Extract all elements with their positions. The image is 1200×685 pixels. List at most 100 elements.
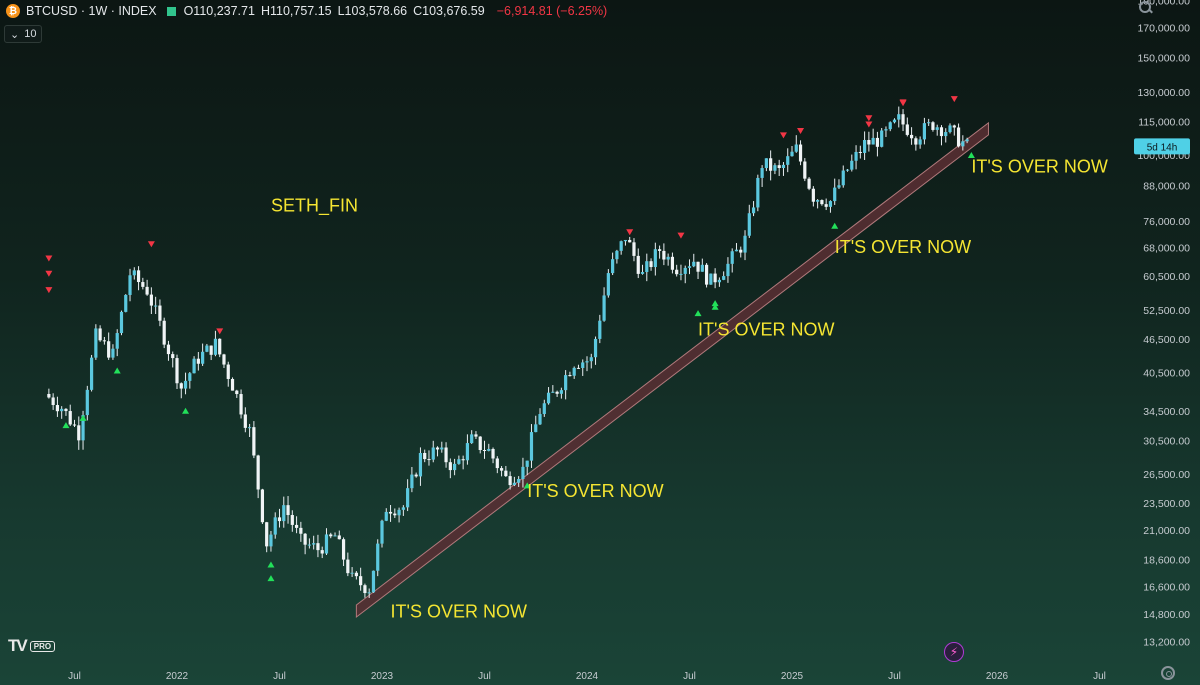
candle-body [213, 338, 218, 355]
candle-body [944, 132, 948, 137]
countdown-tag-label: 5d 14h [1147, 142, 1178, 153]
candle-body [448, 462, 452, 471]
low-value: L103,578.66 [337, 4, 408, 18]
candle-body [499, 468, 504, 471]
candle-body [470, 434, 474, 444]
candle-body [440, 447, 444, 450]
candle-body [371, 570, 376, 593]
candle-body [687, 266, 692, 268]
candle-body [555, 391, 559, 394]
candle-body [205, 345, 209, 352]
search-icon[interactable] [1137, 0, 1153, 16]
candle-body [132, 270, 136, 276]
candle-body [209, 345, 213, 355]
candle-body [640, 272, 645, 274]
candle-body [508, 476, 512, 486]
indicator-count: 10 [24, 28, 37, 40]
candle-body [346, 559, 350, 574]
down-marker [677, 232, 685, 239]
y-tick-label: 190,000.00 [1137, 0, 1190, 8]
candle-body [495, 458, 499, 469]
candle-body [880, 130, 884, 147]
candle-body [474, 434, 478, 437]
candle-body [77, 425, 81, 441]
candle-body [145, 286, 149, 295]
chart-annotation: IT'S OVER NOW [698, 319, 834, 339]
candle-body [628, 239, 632, 243]
symbol-name[interactable]: BTCUSD [26, 4, 78, 18]
candle-body [256, 455, 260, 490]
down-marker [45, 287, 53, 294]
market-status-icon [166, 6, 176, 16]
candle-body [623, 239, 628, 242]
candle-body [136, 270, 141, 283]
candle-body [64, 408, 68, 412]
candle-body [235, 390, 239, 395]
x-tick-label: 2024 [576, 671, 599, 682]
candle-body [418, 452, 423, 477]
candle-body [230, 378, 235, 391]
candle-body [401, 507, 405, 510]
candle-body [858, 151, 862, 153]
candle-body [777, 165, 781, 169]
candle-body [722, 276, 726, 280]
candle-body [542, 403, 546, 415]
down-marker [626, 229, 634, 236]
candle-body [824, 204, 828, 207]
candle-body [841, 170, 845, 186]
down-marker [216, 328, 224, 335]
candle-body [158, 305, 162, 321]
candle-body [337, 535, 341, 540]
symbol-header[interactable]: ₿ BTCUSD · 1W · INDEX O110,237.71 H110,7… [6, 4, 607, 18]
candle-body [662, 250, 666, 260]
candle-body [905, 124, 909, 135]
candle-body [414, 474, 418, 477]
candle-body [551, 391, 555, 393]
candle-body [743, 235, 747, 253]
y-tick-label: 16,600.00 [1143, 582, 1190, 594]
candle-body [81, 415, 85, 441]
y-tick-label: 60,500.00 [1143, 271, 1190, 283]
indicator-toggle-button[interactable]: ⌄ 10 [4, 25, 43, 43]
x-tick-label: 2023 [371, 671, 394, 682]
candle-body [948, 125, 952, 133]
candle-body [559, 390, 563, 394]
candle-body [316, 543, 320, 551]
tradingview-logo[interactable]: TV PRO [8, 636, 56, 656]
up-marker [267, 575, 275, 582]
candle-body [427, 459, 431, 461]
candle-body [154, 305, 158, 307]
y-tick-label: 130,000.00 [1137, 87, 1190, 99]
candle-body [55, 405, 60, 412]
candle-body [615, 250, 619, 260]
candle-body [935, 127, 939, 130]
candle-body [376, 543, 380, 571]
candle-body [265, 522, 269, 547]
lightning-icon[interactable]: ⚡ [944, 642, 964, 662]
candle-body [252, 427, 256, 456]
candle-body [89, 357, 94, 390]
chart-annotation: SETH_FIN [271, 196, 358, 217]
x-tick-label: Jul [68, 671, 81, 682]
down-marker [899, 99, 907, 106]
candle-body [239, 394, 243, 415]
candle-body [632, 242, 636, 256]
candle-body [670, 256, 675, 270]
up-marker [267, 561, 275, 568]
candle-body [410, 474, 414, 489]
down-marker [147, 241, 155, 248]
candle-body [115, 333, 119, 349]
interval-label[interactable]: 1W [88, 4, 108, 18]
candle-body [922, 123, 926, 140]
candle-body [269, 534, 273, 547]
candle-body [653, 249, 657, 268]
settings-gear-icon[interactable] [1161, 666, 1175, 680]
candle-body [833, 187, 837, 202]
candle-body [461, 459, 465, 461]
up-marker [79, 414, 87, 421]
candle-body [149, 294, 153, 306]
candle-body [593, 338, 598, 358]
candle-body [927, 122, 931, 124]
candle-body [602, 295, 606, 321]
